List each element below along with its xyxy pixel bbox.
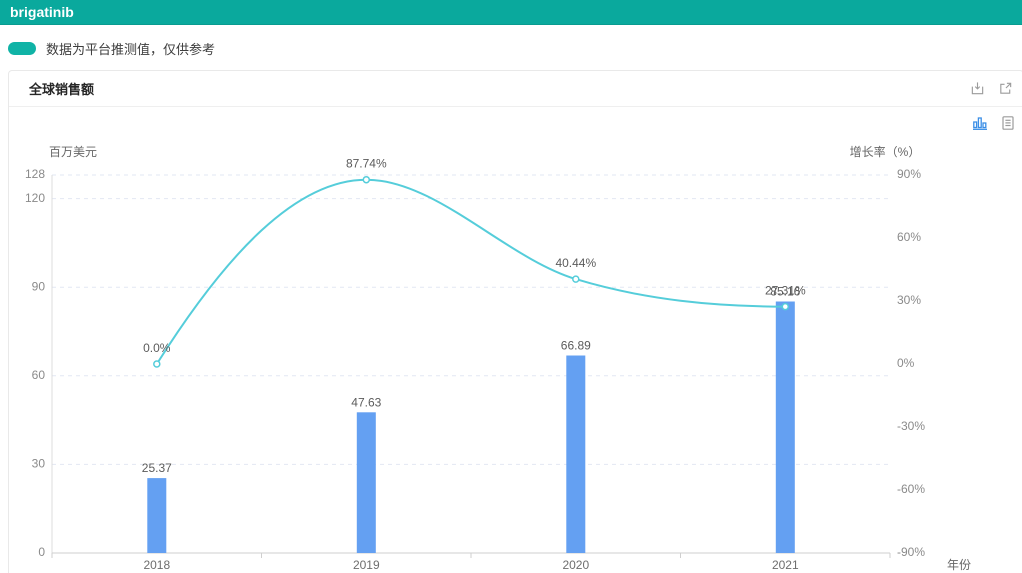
view-toggle [972, 115, 1016, 131]
bar-2018 [147, 478, 167, 553]
card-header: 全球销售额 [9, 71, 1022, 107]
note-text: 数据为平台推测值，仅供参考 [46, 42, 216, 57]
chart-area: 0 30 60 90 120 128 90% 60% 30% 0% -30% -60% -90% 2018… [9, 107, 1022, 573]
left-tick-label: 120 [25, 191, 45, 205]
line-label-2020: 40.44% [555, 256, 596, 270]
bar-label-2019: 47.63 [351, 395, 381, 409]
x-axis-name: 年份 [947, 558, 971, 572]
right-tick-label: 90% [897, 167, 921, 181]
card-title: 全球销售额 [29, 82, 95, 97]
page-title: brigatinib [10, 4, 74, 20]
bar-2021 [775, 301, 795, 553]
left-tick-label: 60 [32, 368, 46, 382]
bar-2020 [566, 355, 586, 553]
x-tick-label: 2018 [143, 558, 170, 572]
line-point-2019 [362, 175, 371, 184]
left-tick-label: 128 [25, 167, 45, 181]
x-tick-label: 2020 [562, 558, 589, 572]
card-toolbar [970, 81, 1013, 96]
right-tick-label: 30% [897, 293, 921, 307]
right-tick-label: 60% [897, 230, 921, 244]
right-tick-label: 0% [897, 356, 915, 370]
sales-growth-chart: 0 30 60 90 120 128 90% 60% 30% 0% -30% -60% -90% 2018… [25, 144, 971, 572]
app-header: brigatinib [0, 0, 1022, 25]
right-tick-label: -30% [897, 419, 925, 433]
right-tick-label: -90% [897, 545, 925, 559]
left-tick-label: 0 [38, 545, 45, 559]
line-point-2020 [572, 275, 580, 283]
download-icon[interactable] [970, 81, 985, 96]
bar-2019 [356, 412, 376, 553]
right-axis-name: 增长率（%） [850, 144, 921, 159]
right-tick-label: -60% [897, 482, 925, 496]
line-point-2021 [781, 302, 790, 311]
bar-label-2020: 66.89 [561, 339, 591, 353]
growth-line [155, 178, 786, 365]
bar-chart-icon[interactable] [972, 115, 988, 131]
bar-label-2021: 85.16 [770, 285, 800, 299]
line-label-2019: 87.74% [346, 157, 387, 171]
x-tick-label: 2021 [772, 558, 799, 572]
legend-swatch [8, 42, 36, 55]
estimate-note: 数据为平台推测值，仅供参考 [8, 39, 1022, 58]
table-icon[interactable] [1000, 115, 1016, 131]
left-tick-label: 30 [32, 457, 46, 471]
left-axis-name: 百万美元 [49, 145, 97, 159]
bar-label-2018: 25.37 [142, 461, 172, 475]
line-point-2018 [153, 360, 161, 368]
left-tick-label: 90 [32, 279, 46, 293]
sales-card: 全球销售额 [8, 70, 1022, 573]
x-tick-label: 2019 [353, 558, 380, 572]
line-label-2021: 27.31% [765, 284, 806, 298]
line-label-2018: 0.0% [143, 341, 171, 355]
external-link-icon[interactable] [998, 81, 1013, 96]
